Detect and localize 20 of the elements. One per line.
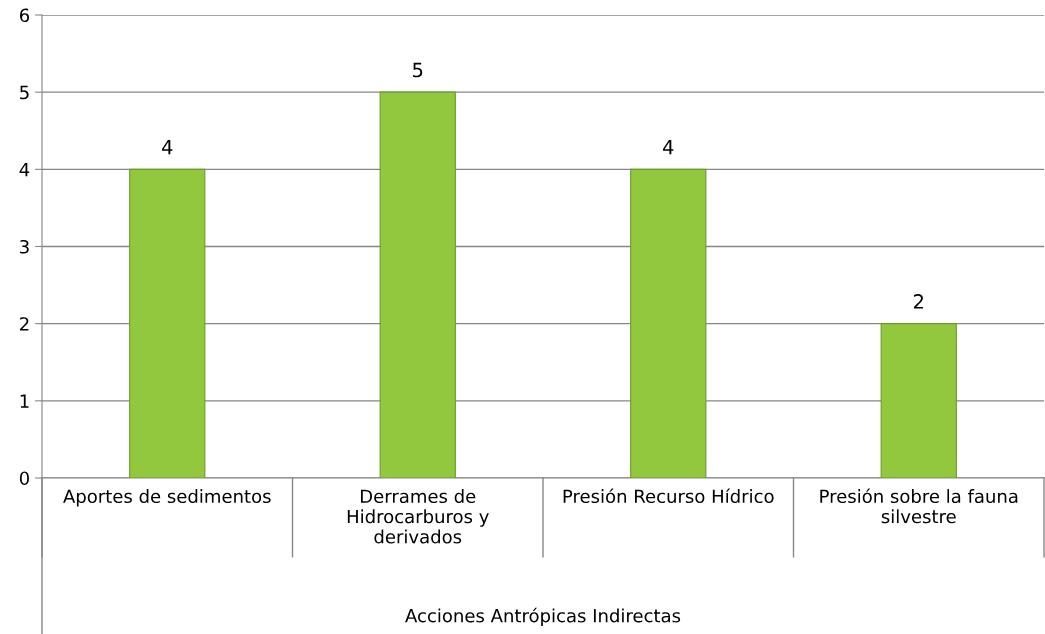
bar [880,323,957,478]
x-tick-label: Presión Recurso Hídrico [563,488,774,504]
data-label: 4 [663,140,674,155]
y-tick-label: 1 [20,394,29,408]
bar [379,91,456,478]
bar [129,168,206,478]
y-tick-label: 2 [20,317,29,331]
x-tick-label: Presión sobre la fauna silvestre [820,488,1018,524]
y-tick-label: 5 [20,85,29,100]
data-label: 4 [162,140,173,155]
y-tick-label: 0 [19,471,29,486]
y-tick-label: 6 [19,8,30,23]
x-tick-label: Derrames de Hidrocarburos y derivados [347,489,489,544]
x-axis-title: Acciones Antrópicas Indirectas [405,607,681,626]
data-label: 5 [413,62,423,78]
y-tick-label: 4 [19,163,30,177]
y-tick-label: 3 [20,239,29,254]
bar [630,168,707,478]
x-tick-label: Aportes de sedimentos [63,489,271,507]
data-label: 2 [913,294,923,309]
